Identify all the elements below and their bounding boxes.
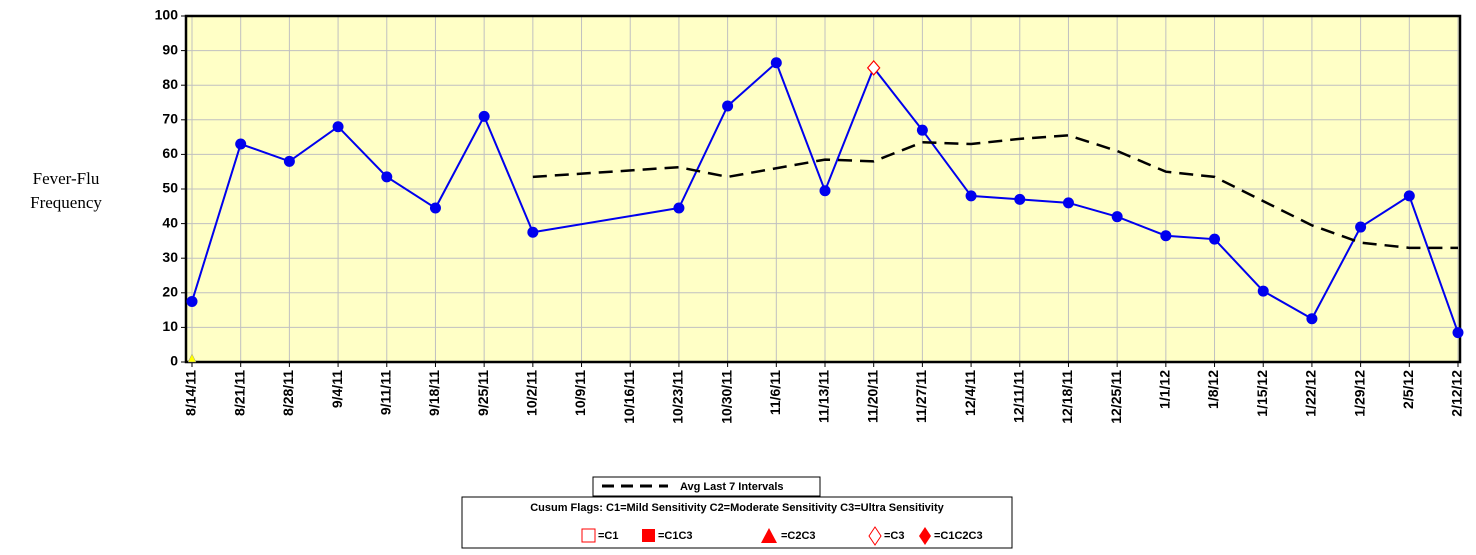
- legend-label: =C1: [598, 530, 619, 542]
- data-point: [1014, 193, 1026, 205]
- data-point: [1257, 285, 1269, 297]
- x-tick-label: 9/18/11: [426, 370, 442, 416]
- data-point: [527, 226, 539, 238]
- data-point: [1306, 313, 1318, 325]
- y-tick-label: 90: [162, 41, 178, 57]
- data-point: [1111, 211, 1123, 223]
- legend-label: =C2C3: [781, 530, 816, 542]
- x-tick-label: 10/23/11: [670, 370, 686, 424]
- x-tick-label: 1/15/12: [1254, 370, 1270, 417]
- x-tick-label: 11/20/11: [864, 370, 880, 423]
- x-tick-label: 12/18/11: [1059, 370, 1075, 424]
- y-tick-label: 20: [162, 284, 178, 300]
- x-tick-label: 8/21/11: [231, 370, 247, 416]
- legend-label: Avg Last 7 Intervals: [680, 481, 784, 493]
- y-tick-label: 50: [162, 180, 178, 196]
- y-axis-label: Frequency: [30, 193, 102, 212]
- legend-label: =C1C2C3: [934, 530, 983, 542]
- data-point: [1160, 230, 1172, 242]
- y-tick-label: 0: [170, 353, 178, 369]
- x-tick-label: 10/30/11: [718, 370, 734, 424]
- data-point: [1452, 327, 1464, 339]
- x-tick-label: 12/25/11: [1108, 370, 1124, 424]
- y-tick-label: 30: [162, 249, 178, 265]
- series-line: [532, 134, 1458, 250]
- legend-symbol: [761, 528, 777, 543]
- flag-marker: [866, 59, 881, 76]
- y-tick-label: 60: [162, 145, 178, 161]
- y-tick-label: 10: [162, 318, 178, 334]
- legend-symbol: [581, 528, 596, 543]
- x-tick-label: 9/25/11: [475, 370, 491, 416]
- flag-marker: [187, 353, 197, 363]
- data-point: [965, 190, 977, 202]
- data-point: [1062, 197, 1074, 209]
- legend-symbol: [868, 526, 882, 546]
- y-axis-label: Fever-Flu: [33, 169, 100, 188]
- plot-border: [184, 14, 1462, 364]
- data-point: [819, 185, 831, 197]
- data-point: [1209, 233, 1221, 245]
- x-tick-label: 1/29/12: [1351, 370, 1367, 417]
- y-tick-label: 40: [162, 214, 178, 230]
- data-point: [186, 295, 198, 307]
- x-tick-label: 1/22/12: [1303, 370, 1319, 417]
- legend-box: [461, 496, 1013, 549]
- data-point: [770, 57, 782, 69]
- data-point: [478, 110, 490, 122]
- data-point: [673, 202, 685, 214]
- legend-title: Cusum Flags: C1=Mild Sensitivity C2=Mode…: [530, 502, 944, 514]
- legend-symbol: [919, 527, 931, 545]
- data-point: [381, 171, 393, 183]
- x-tick-label: 12/4/11: [962, 370, 978, 416]
- x-tick-label: 11/13/11: [816, 370, 832, 423]
- y-tick-label: 80: [162, 76, 178, 92]
- x-tick-label: 8/28/11: [280, 370, 296, 416]
- x-tick-label: 11/6/11: [767, 370, 783, 415]
- x-tick-label: 1/8/12: [1205, 370, 1221, 409]
- y-tick-label: 70: [162, 111, 178, 127]
- legend-box: [592, 476, 821, 497]
- legend-label: =C1C3: [658, 530, 693, 542]
- legend-symbol: [642, 529, 655, 542]
- data-point: [916, 124, 928, 136]
- data-point: [283, 155, 295, 167]
- x-tick-label: 8/14/11: [183, 370, 199, 416]
- data-point: [332, 121, 344, 133]
- x-tick-label: 9/11/11: [377, 370, 393, 415]
- x-tick-label: 10/16/11: [621, 370, 637, 424]
- legend-label: =C3: [884, 530, 905, 542]
- x-tick-label: 2/12/12: [1449, 370, 1465, 417]
- data-point: [1355, 221, 1367, 233]
- data-point: [1403, 190, 1415, 202]
- x-tick-label: 11/27/11: [913, 370, 929, 423]
- x-tick-label: 12/11/11: [1010, 370, 1026, 423]
- x-tick-label: 10/9/11: [572, 370, 588, 416]
- x-tick-label: 9/4/11: [329, 370, 345, 408]
- x-tick-label: 1/1/12: [1157, 370, 1173, 409]
- data-point: [722, 100, 734, 112]
- y-tick-label: 100: [155, 7, 179, 23]
- legend: Avg Last 7 Intervals Cusum Flags: C1=Mil…: [461, 476, 1013, 549]
- data-point: [235, 138, 247, 150]
- data-point: [429, 202, 441, 214]
- x-tick-label: 2/5/12: [1400, 370, 1416, 409]
- x-tick-label: 10/2/11: [524, 370, 540, 416]
